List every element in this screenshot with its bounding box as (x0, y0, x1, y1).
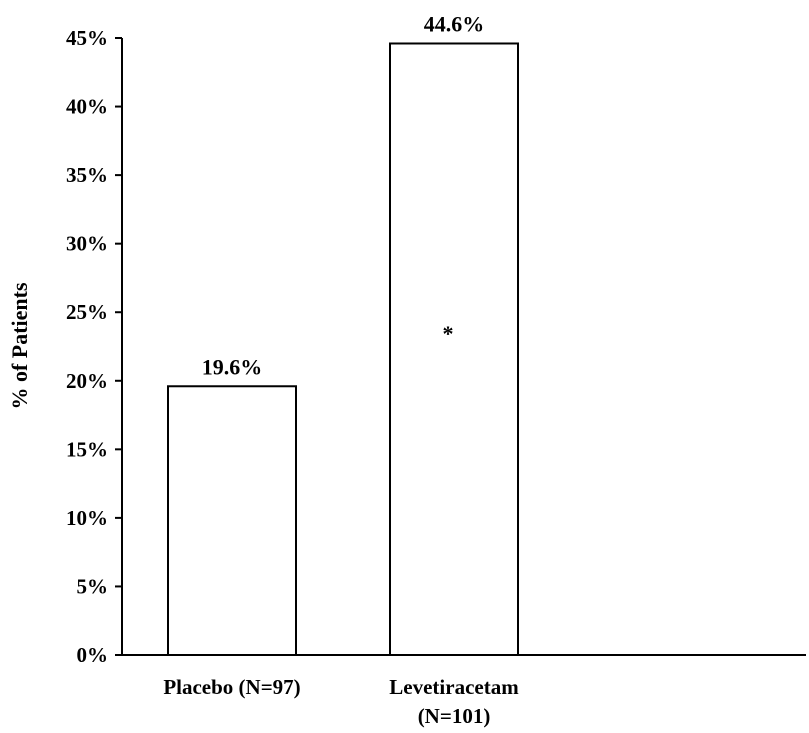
y-axis: 0% 5% 10% 15% 20% 25% 30% 35% 40% 45% (66, 26, 123, 667)
significance-asterisk: * (443, 321, 454, 346)
bar (167, 385, 297, 656)
y-axis-title: % of Patients (7, 282, 32, 410)
bar-data-label: 19.6% (202, 354, 263, 379)
y-tick-label: 10% (66, 506, 108, 530)
bar-data-label: 44.6% (424, 11, 485, 36)
x-category-label: (N=101) (418, 704, 491, 728)
y-tick-label: 35% (66, 163, 108, 187)
y-tick-label: 45% (66, 26, 108, 50)
y-tick-label: 15% (66, 437, 108, 461)
bars: 19.6% 44.6% * (167, 11, 519, 657)
y-tick-label: 40% (66, 95, 108, 119)
x-axis: Placebo (N=97) Levetiracetam (N=101) (122, 654, 806, 728)
x-category-label: Placebo (N=97) (163, 675, 300, 699)
y-tick-label: 30% (66, 232, 108, 256)
y-tick-label: 0% (77, 643, 109, 667)
y-tick-label: 20% (66, 369, 108, 393)
y-tick-label: 5% (77, 574, 109, 598)
bar (389, 42, 519, 657)
y-tick-label: 25% (66, 300, 108, 324)
x-category-label: Levetiracetam (389, 675, 519, 699)
